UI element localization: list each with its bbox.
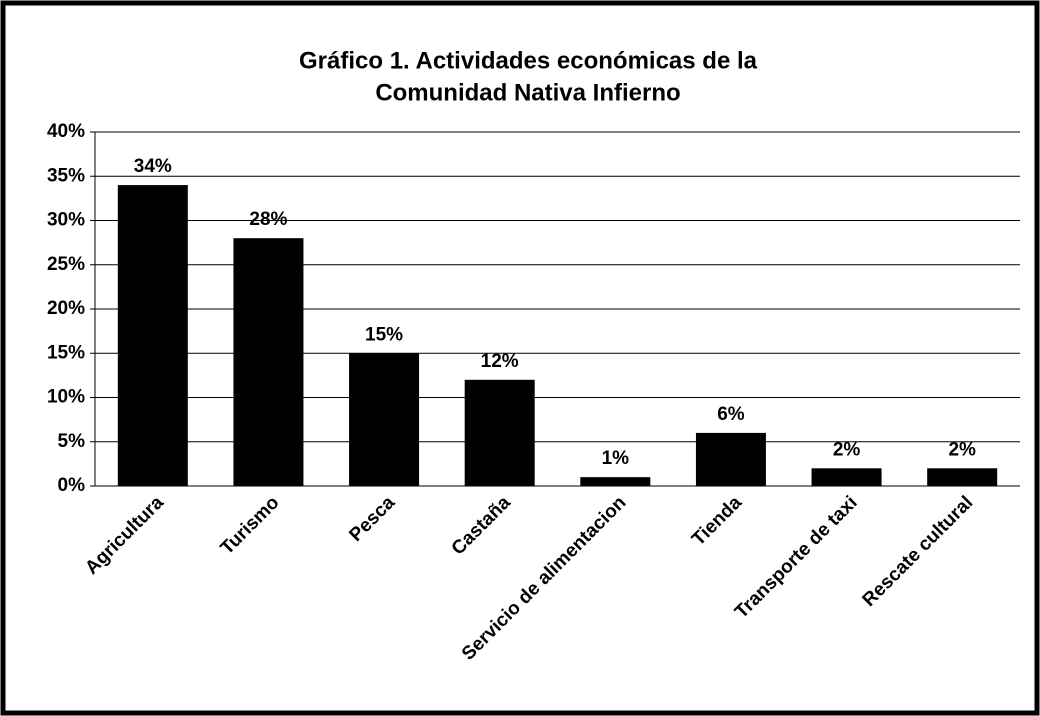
data-label: 12% <box>481 351 519 372</box>
bar <box>117 185 188 486</box>
data-label: 15% <box>365 324 403 345</box>
data-label: 34% <box>134 156 172 177</box>
x-tick-label: Pesca <box>345 492 399 546</box>
x-tick-label: Transporte de taxi <box>731 492 862 623</box>
y-tick-label: 35% <box>47 165 85 186</box>
y-tick-label: 0% <box>58 475 86 496</box>
data-label: 2% <box>833 439 861 460</box>
x-tick-label: Agricultura <box>81 492 168 579</box>
data-label: 2% <box>948 439 976 460</box>
x-tick-label: Tienda <box>688 492 746 550</box>
data-label: 1% <box>602 448 630 469</box>
data-label: 28% <box>249 209 287 230</box>
bar <box>695 432 766 486</box>
x-tick-label: Turismo <box>217 492 284 559</box>
bar <box>464 379 535 486</box>
bar <box>811 468 882 486</box>
bar <box>349 353 420 486</box>
x-tick-label: Castaña <box>448 492 515 559</box>
y-tick-label: 25% <box>47 254 85 275</box>
y-tick-label: 30% <box>47 210 85 231</box>
chart-title: Comunidad Nativa Infierno <box>375 79 680 106</box>
y-tick-label: 5% <box>58 431 86 452</box>
data-label: 6% <box>717 404 745 425</box>
bar <box>927 468 998 486</box>
y-tick-label: 40% <box>47 121 85 142</box>
y-tick-label: 15% <box>47 342 85 363</box>
bar <box>580 477 651 486</box>
bar <box>233 238 304 486</box>
chart-title: Gráfico 1. Actividades económicas de la <box>299 47 758 74</box>
x-tick-label: Rescate cultural <box>859 492 978 611</box>
y-tick-label: 10% <box>47 387 85 408</box>
y-tick-label: 20% <box>47 298 85 319</box>
